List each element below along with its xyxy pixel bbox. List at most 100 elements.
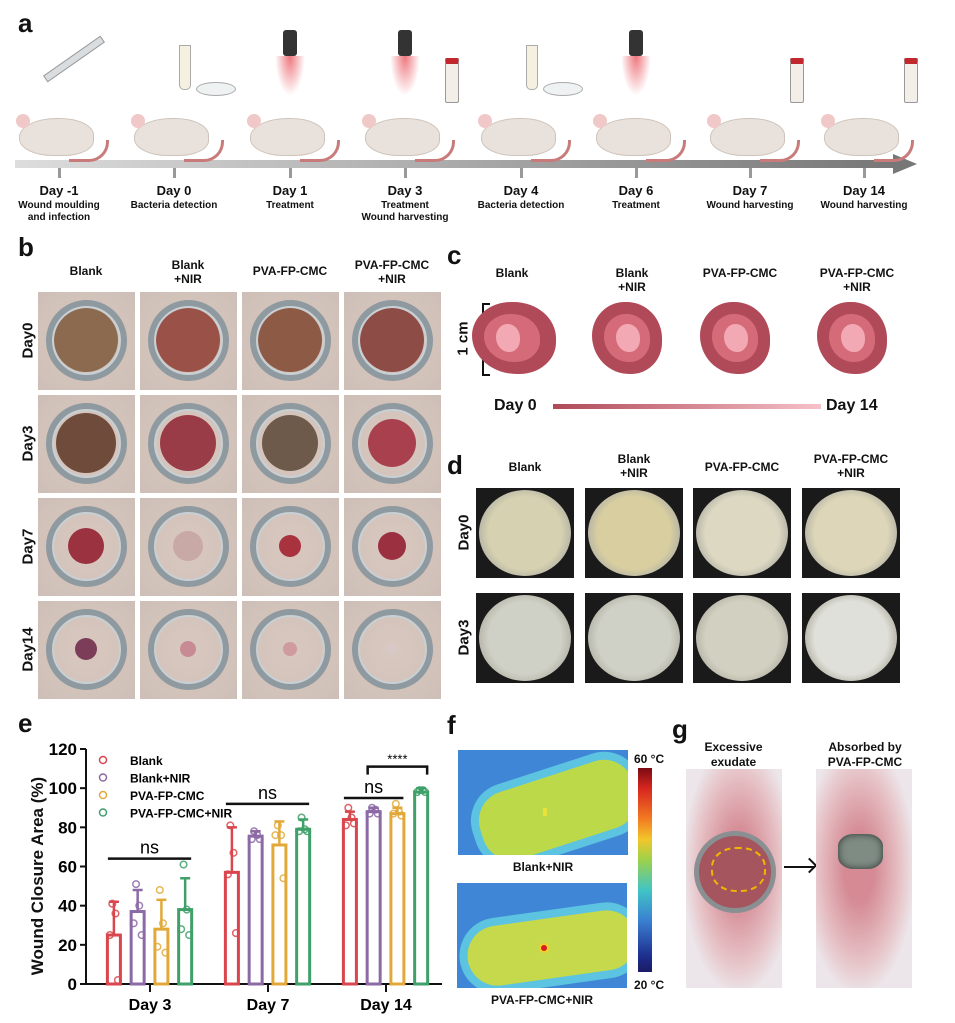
exudate-title: Excessive exudate [676, 740, 791, 770]
wound-photo [140, 292, 237, 390]
plate-row-label: Day3 [455, 619, 473, 656]
bar [365, 810, 382, 986]
panel-label-f: f [447, 710, 456, 740]
significance-label: ns [140, 838, 159, 858]
tube-icon [179, 45, 191, 90]
legend-label: PVA-FP-CMC [130, 789, 205, 803]
data-point [177, 925, 186, 934]
mouse-illustration [245, 110, 340, 162]
data-point [129, 919, 138, 928]
bar [341, 818, 358, 986]
trace-header-line: PVA-FP-CMC [702, 266, 778, 280]
trace-header-line: +NIR [843, 280, 871, 294]
legend-label: Blank [130, 754, 163, 768]
silicone-ring [352, 506, 433, 587]
y-tick-label: 60 [58, 858, 77, 877]
data-point [153, 942, 162, 951]
data-point [373, 809, 382, 818]
trace-column-header: PVA-FP-CMC +NIR [802, 266, 912, 294]
plate-column-header: Blank [470, 460, 580, 474]
legend-marker [98, 808, 108, 817]
nir-beam [621, 56, 651, 96]
data-point [271, 831, 280, 840]
panel-label-b: b [18, 232, 34, 262]
thermal-label-1: Blank+NIR [512, 860, 574, 874]
data-point [179, 860, 188, 869]
bar [413, 790, 430, 986]
mouse-tail [300, 140, 340, 162]
thermal-label-2: PVA-FP-CMC+NIR [490, 993, 594, 1007]
plate-header-line: PVA-FP-CMC [813, 452, 889, 466]
nir-beam [275, 56, 305, 96]
x-tick-label: Day 14 [360, 997, 412, 1014]
wound-photo [140, 601, 237, 699]
data-point [341, 821, 350, 830]
silicone-ring [46, 403, 127, 484]
thermal-image-blank-nir [458, 750, 628, 855]
timeline-day: Day 3 [387, 183, 423, 198]
timeline-day: Day 4 [503, 183, 539, 198]
wound-photo [38, 498, 135, 596]
arrow-right-icon [784, 866, 814, 868]
wound-photo [242, 601, 339, 699]
nir-beam [390, 56, 420, 96]
trace-column-header: Blank [457, 266, 567, 280]
data-point [137, 930, 146, 940]
data-point [247, 835, 256, 844]
significance-bracket [366, 765, 429, 775]
timeline-desc: Wound harvesting [361, 212, 449, 223]
silicone-ring [250, 403, 331, 484]
agar-dish [805, 490, 897, 576]
bar [129, 910, 146, 986]
agar-plate-photo [802, 593, 900, 683]
legend-marker [98, 773, 108, 782]
mouse-illustration [14, 110, 109, 162]
mouse-illustration [705, 110, 800, 162]
data-point [391, 799, 400, 808]
mouse-illustration [591, 110, 686, 162]
exudate-title-line: exudate [710, 755, 757, 769]
agar-plate-photo [476, 593, 574, 683]
y-tick-label: 40 [58, 897, 77, 916]
wound-trace-day0 [700, 302, 770, 374]
wound-trace-day0 [592, 302, 662, 374]
agar-plate-photo [802, 488, 900, 578]
timeline-tick [863, 168, 866, 178]
data-point [135, 901, 144, 910]
trace-header-line: PVA-FP-CMC [819, 266, 895, 280]
column-header-line: PVA-FP-CMC [252, 264, 328, 278]
mouse-tail [415, 140, 455, 162]
agar-plate-photo [585, 593, 683, 683]
wound-photo [344, 601, 441, 699]
column-header-line: +NIR [174, 272, 202, 286]
timeline-tick [635, 168, 638, 178]
absorbed-title: Absorbed by PVA-FP-CMC [800, 740, 930, 770]
data-point [155, 885, 164, 895]
timeline-desc: Treatment [381, 200, 429, 211]
mouse-ear [821, 114, 835, 128]
wound-photo [344, 292, 441, 390]
mouse-illustration [129, 110, 224, 162]
mouse-tail [760, 140, 800, 162]
plate-header-line: +NIR [620, 466, 648, 480]
timeline-tick [289, 168, 292, 178]
silicone-ring [148, 403, 229, 484]
agar-plate-photo [693, 593, 791, 683]
column-header-line: +NIR [378, 272, 406, 286]
silicone-ring [46, 300, 127, 381]
colorbar-min-label: 20 °C [634, 978, 665, 992]
data-point [413, 788, 422, 797]
mouse-tail [531, 140, 571, 162]
petri-dish-icon [196, 82, 236, 96]
absorbed-title-line: PVA-FP-CMC [827, 755, 903, 769]
data-point [421, 788, 430, 797]
absorbed-photo [816, 769, 912, 988]
mouse-illustration [360, 110, 455, 162]
wound-trace-late [616, 324, 640, 352]
scale-bar-label: 1 cm [454, 321, 472, 356]
bar [247, 834, 264, 986]
data-point [276, 831, 286, 840]
temperature-colorbar [638, 768, 652, 972]
data-point [273, 821, 282, 830]
mouse-illustration [819, 110, 914, 162]
